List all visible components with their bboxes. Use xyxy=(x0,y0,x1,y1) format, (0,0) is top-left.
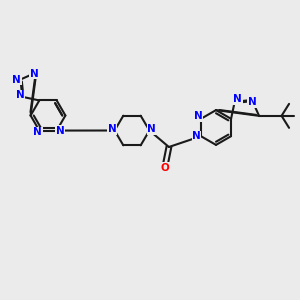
Text: N: N xyxy=(194,111,202,122)
Text: N: N xyxy=(147,124,156,134)
Text: N: N xyxy=(30,69,38,79)
Text: N: N xyxy=(248,98,256,107)
Text: N: N xyxy=(233,94,242,104)
Text: N: N xyxy=(13,74,21,85)
Text: N: N xyxy=(192,131,201,141)
Text: O: O xyxy=(161,163,170,173)
Text: N: N xyxy=(56,126,65,136)
Text: N: N xyxy=(108,124,117,134)
Text: N: N xyxy=(16,90,24,100)
Text: N: N xyxy=(33,127,42,137)
